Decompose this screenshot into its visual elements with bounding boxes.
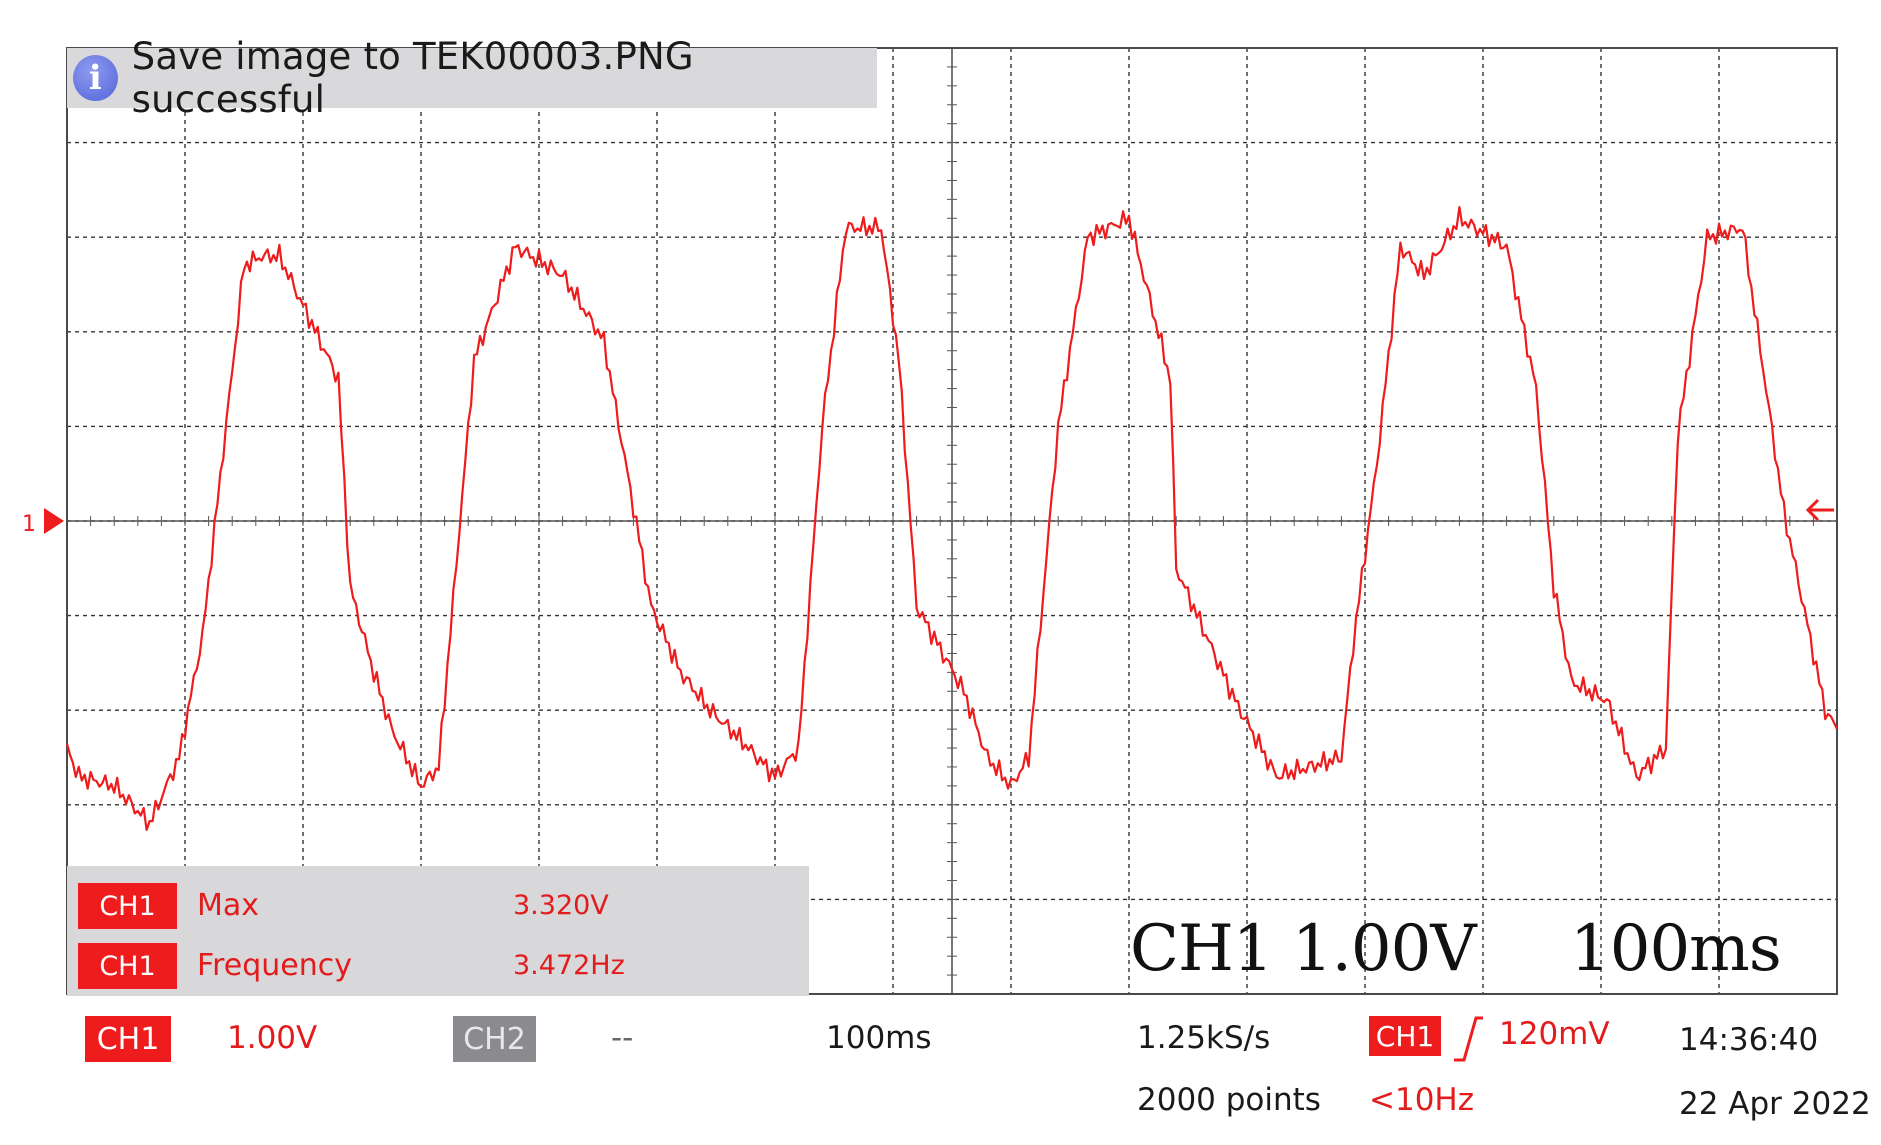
record-length-readout: 2000 points	[1137, 1082, 1321, 1118]
measurement-value: 3.320V	[513, 890, 609, 921]
trigger-level-arrow-icon[interactable]	[1805, 498, 1834, 522]
clock-time: 14:36:40	[1679, 1022, 1819, 1058]
measurement-label: Frequency	[197, 948, 352, 983]
measurement-label: Max	[197, 888, 260, 923]
info-icon: i	[73, 55, 118, 101]
rising-edge-icon	[1454, 1016, 1483, 1062]
ch1-status-badge[interactable]: CH1	[85, 1016, 171, 1062]
timebase-readout: 100ms	[826, 1020, 932, 1056]
measurement-value: 3.472Hz	[513, 950, 625, 981]
clock-date: 22 Apr 2022	[1679, 1086, 1871, 1122]
save-notification: i Save image to TEK00003.PNG successful	[67, 35, 877, 121]
ch2-volts-per-div: --	[611, 1020, 634, 1056]
ch1-volts-per-div: 1.00V	[227, 1020, 318, 1056]
ch2-status-badge[interactable]: CH2	[453, 1016, 536, 1062]
overlay-timebase: 100ms	[1570, 912, 1782, 986]
sample-rate-readout: 1.25kS/s	[1137, 1020, 1271, 1056]
measurement-channel-badge: CH1	[78, 883, 177, 929]
graticule	[66, 47, 1837, 994]
ch1-ground-marker-icon[interactable]	[44, 508, 64, 534]
graticule-border	[66, 47, 1838, 995]
trigger-frequency-readout: <10Hz	[1369, 1082, 1475, 1118]
measurement-row-frequency[interactable]: CH1 Frequency 3.472Hz	[67, 940, 809, 992]
trigger-level-readout: 120mV	[1499, 1016, 1610, 1052]
trigger-source-badge[interactable]: CH1	[1369, 1016, 1441, 1056]
ch1-ground-marker-label: 1	[22, 512, 36, 537]
ch1-waveform-trace	[65, 206, 1838, 832]
overlay-channel-scale: CH1 1.00V	[1130, 912, 1477, 986]
measurement-channel-badge: CH1	[78, 943, 177, 989]
measurement-panel: CH1 Max 3.320V CH1 Frequency 3.472Hz	[67, 866, 809, 996]
notification-text: Save image to TEK00003.PNG successful	[131, 35, 694, 121]
measurement-row-max[interactable]: CH1 Max 3.320V	[67, 880, 809, 932]
